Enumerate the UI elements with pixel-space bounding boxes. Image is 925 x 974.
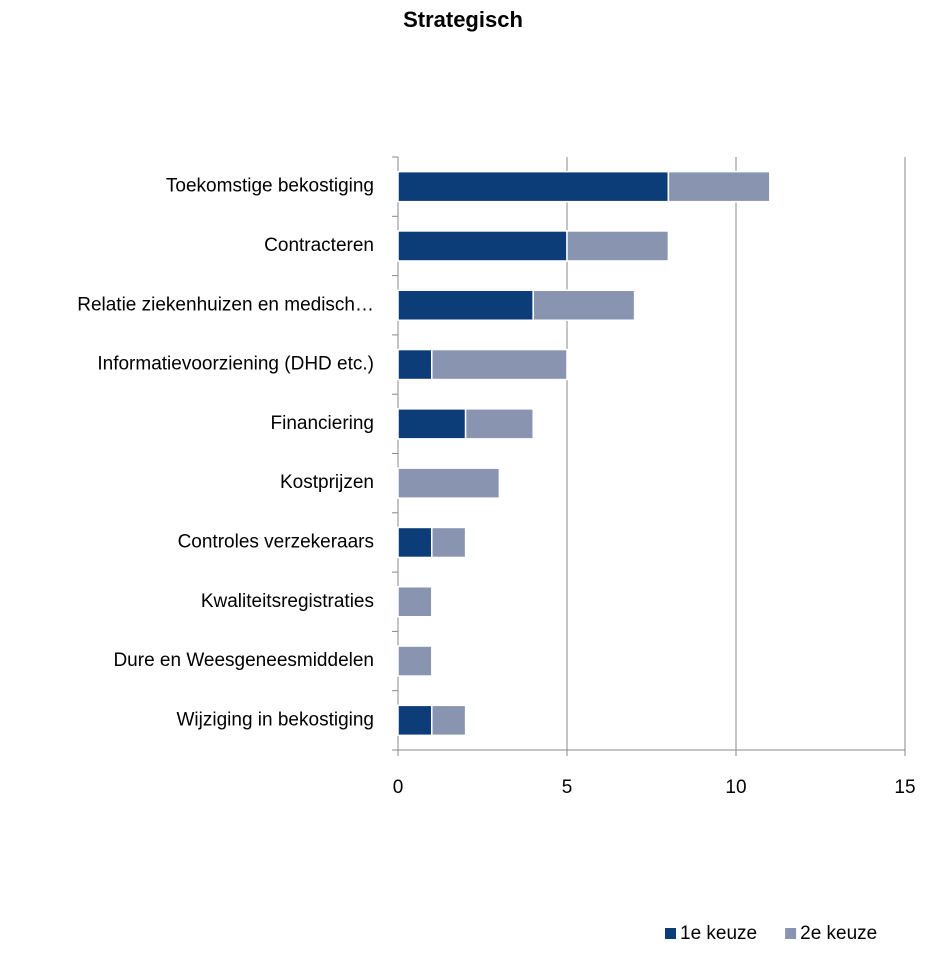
bar [397, 704, 433, 737]
bar [397, 526, 433, 559]
y-tick-label: Toekomstige bekostiging [166, 176, 374, 197]
bar [397, 289, 534, 321]
y-tick-label: Relatie ziekenhuizen en medisch… [77, 294, 374, 315]
y-tick-label: Controles verzekeraars [178, 531, 374, 552]
bar [431, 348, 568, 381]
bar [397, 645, 433, 677]
y-tick-label: Kostprijzen [280, 472, 374, 493]
x-tick-label: 0 [393, 777, 404, 798]
chart-title: Strategisch [403, 7, 523, 32]
x-tick-label: 15 [894, 777, 915, 798]
y-tick-label: Informatievoorziening (DHD etc.) [97, 354, 374, 375]
bar [397, 230, 568, 262]
bar [431, 704, 467, 737]
y-tick-label: Wijziging in bekostiging [177, 709, 375, 730]
x-tick-label: 10 [725, 777, 746, 798]
bar [464, 408, 534, 440]
bar [566, 230, 670, 262]
legend-swatch [665, 928, 676, 939]
bar [397, 586, 433, 618]
bar [397, 467, 501, 499]
bar [667, 170, 771, 203]
bar [397, 408, 467, 440]
bar [532, 289, 636, 321]
legend-label: 1e keuze [680, 923, 757, 944]
y-tick-label: Financiering [271, 413, 375, 434]
y-tick-label: Kwaliteitsregistraties [201, 591, 374, 612]
y-tick-label: Dure en Weesgeneesmiddelen [113, 650, 374, 671]
bar [431, 526, 467, 559]
bar [397, 170, 670, 203]
legend-label: 2e keuze [800, 923, 877, 944]
legend-swatch [785, 928, 797, 939]
bar [397, 348, 433, 381]
y-tick-label: Contracteren [264, 235, 374, 256]
x-tick-label: 5 [562, 777, 573, 798]
